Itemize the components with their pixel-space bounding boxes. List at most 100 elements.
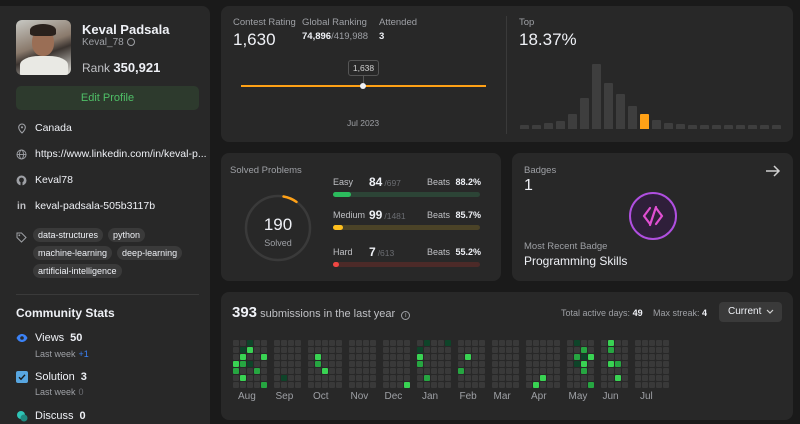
heatmap-cell[interactable] — [554, 354, 560, 360]
heatmap-cell[interactable] — [608, 347, 614, 353]
info-icon[interactable]: i — [401, 311, 411, 320]
heatmap-cell[interactable] — [465, 375, 471, 381]
heatmap-cell[interactable] — [438, 354, 444, 360]
heatmap-cell[interactable] — [274, 361, 280, 367]
heatmap-cell[interactable] — [608, 368, 614, 374]
heatmap-cell[interactable] — [649, 354, 655, 360]
heatmap-cell[interactable] — [233, 375, 239, 381]
heatmap-cell[interactable] — [533, 340, 539, 346]
heatmap-cell[interactable] — [622, 361, 628, 367]
heatmap-cell[interactable] — [363, 361, 369, 367]
heatmap-cell[interactable] — [465, 368, 471, 374]
heatmap-cell[interactable] — [547, 368, 553, 374]
heatmap-cell[interactable] — [554, 382, 560, 388]
heatmap-cell[interactable] — [492, 375, 498, 381]
heatmap-cell[interactable] — [513, 340, 519, 346]
heatmap-cell[interactable] — [581, 340, 587, 346]
heatmap-cell[interactable] — [445, 347, 451, 353]
heatmap-cell[interactable] — [315, 368, 321, 374]
heatmap-cell[interactable] — [608, 340, 614, 346]
heatmap-cell[interactable] — [479, 347, 485, 353]
heatmap-cell[interactable] — [417, 340, 423, 346]
heatmap-cell[interactable] — [649, 382, 655, 388]
heatmap-cell[interactable] — [247, 382, 253, 388]
heatmap-cell[interactable] — [424, 340, 430, 346]
heatmap-cell[interactable] — [642, 368, 648, 374]
heatmap-cell[interactable] — [445, 354, 451, 360]
heatmap-cell[interactable] — [608, 375, 614, 381]
heatmap-cell[interactable] — [547, 340, 553, 346]
heatmap-cell[interactable] — [465, 354, 471, 360]
heatmap-cell[interactable] — [288, 340, 294, 346]
heatmap-cell[interactable] — [240, 375, 246, 381]
heatmap-cell[interactable] — [472, 354, 478, 360]
heatmap-cell[interactable] — [329, 354, 335, 360]
heatmap-cell[interactable] — [261, 375, 267, 381]
heatmap-cell[interactable] — [608, 361, 614, 367]
heatmap-cell[interactable] — [308, 340, 314, 346]
heatmap-cell[interactable] — [288, 382, 294, 388]
heatmap-cell[interactable] — [588, 382, 594, 388]
heatmap-cell[interactable] — [315, 354, 321, 360]
heatmap-cell[interactable] — [506, 382, 512, 388]
heatmap-cell[interactable] — [431, 375, 437, 381]
heatmap-cell[interactable] — [574, 375, 580, 381]
heatmap-cell[interactable] — [567, 368, 573, 374]
heatmap-cell[interactable] — [608, 382, 614, 388]
heatmap-cell[interactable] — [588, 354, 594, 360]
heatmap-cell[interactable] — [656, 375, 662, 381]
heatmap-cell[interactable] — [465, 340, 471, 346]
programming-skills-badge-icon[interactable] — [628, 191, 678, 246]
heatmap-cell[interactable] — [397, 354, 403, 360]
heatmap-cell[interactable] — [479, 361, 485, 367]
heatmap-cell[interactable] — [499, 375, 505, 381]
heatmap-cell[interactable] — [247, 340, 253, 346]
heatmap-cell[interactable] — [533, 354, 539, 360]
heatmap-cell[interactable] — [642, 340, 648, 346]
heatmap-cell[interactable] — [458, 382, 464, 388]
heatmap-cell[interactable] — [295, 340, 301, 346]
heatmap-cell[interactable] — [615, 361, 621, 367]
heatmap-cell[interactable] — [240, 368, 246, 374]
heatmap-cell[interactable] — [649, 340, 655, 346]
heatmap-cell[interactable] — [308, 347, 314, 353]
heatmap-cell[interactable] — [642, 361, 648, 367]
heatmap-cell[interactable] — [370, 382, 376, 388]
heatmap-cell[interactable] — [479, 382, 485, 388]
heatmap-cell[interactable] — [472, 347, 478, 353]
heatmap-cell[interactable] — [581, 368, 587, 374]
heatmap-cell[interactable] — [288, 354, 294, 360]
rating-point[interactable] — [360, 83, 366, 89]
heatmap-cell[interactable] — [356, 361, 362, 367]
heatmap-cell[interactable] — [322, 382, 328, 388]
heatmap-cell[interactable] — [499, 340, 505, 346]
heatmap-cell[interactable] — [404, 375, 410, 381]
heatmap-cell[interactable] — [526, 354, 532, 360]
arrow-right-icon[interactable] — [765, 164, 781, 183]
heatmap-cell[interactable] — [479, 368, 485, 374]
heatmap-cell[interactable] — [567, 340, 573, 346]
heatmap-cell[interactable] — [588, 340, 594, 346]
heatmap-cell[interactable] — [383, 382, 389, 388]
heatmap-cell[interactable] — [329, 347, 335, 353]
heatmap-cell[interactable] — [240, 340, 246, 346]
heatmap-cell[interactable] — [458, 340, 464, 346]
heatmap-cell[interactable] — [622, 382, 628, 388]
heatmap-cell[interactable] — [547, 361, 553, 367]
heatmap-cell[interactable] — [383, 361, 389, 367]
heatmap-cell[interactable] — [397, 340, 403, 346]
heatmap-cell[interactable] — [390, 382, 396, 388]
heatmap-cell[interactable] — [417, 382, 423, 388]
heatmap-cell[interactable] — [656, 361, 662, 367]
heatmap-cell[interactable] — [281, 368, 287, 374]
heatmap-cell[interactable] — [397, 375, 403, 381]
heatmap-cell[interactable] — [349, 382, 355, 388]
heatmap-cell[interactable] — [370, 354, 376, 360]
heatmap-cell[interactable] — [254, 347, 260, 353]
heatmap-cell[interactable] — [533, 375, 539, 381]
heatmap-cell[interactable] — [288, 375, 294, 381]
heatmap-cell[interactable] — [663, 340, 669, 346]
heatmap-cell[interactable] — [322, 375, 328, 381]
heatmap-cell[interactable] — [390, 347, 396, 353]
heatmap-cell[interactable] — [295, 382, 301, 388]
